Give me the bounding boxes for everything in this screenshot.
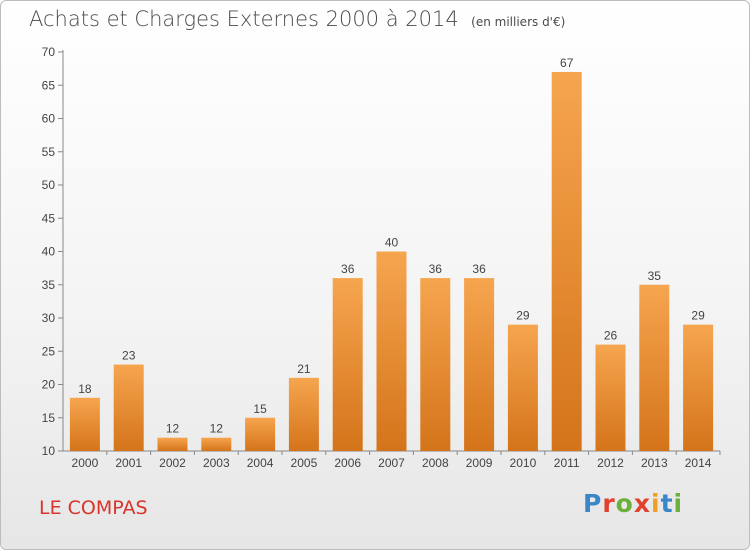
x-tick-label: 2007 [378, 456, 405, 470]
brand-letter: o [615, 489, 634, 518]
bar [201, 437, 232, 451]
x-tick-label: 2005 [291, 456, 318, 470]
x-tick-label: 2014 [685, 456, 712, 470]
chart-unit: (en milliers d'€) [471, 15, 566, 29]
x-tick-label: 2011 [554, 456, 580, 470]
y-tick-label: 60 [42, 112, 56, 126]
bar-value-label: 21 [297, 362, 311, 376]
bars: 18 23 12 12 15 21 36 40 36 36 29 67 26 35 29 [69, 56, 714, 451]
bar [683, 324, 714, 451]
bar-value-label: 36 [472, 262, 486, 276]
x-tick-label: 2008 [422, 456, 449, 470]
bar [332, 278, 363, 451]
y-tick-label: 25 [42, 344, 56, 358]
bar-value-label: 40 [385, 236, 399, 250]
bar [551, 71, 582, 451]
bar-value-label: 26 [604, 329, 618, 343]
x-tick-label: 2012 [597, 456, 624, 470]
axes: 10 15 20 25 30 35 40 45 50 55 60 65 70 2000 2001 2002 20… [42, 45, 721, 470]
commune-name: LE COMPAS [39, 497, 148, 519]
y-tick-label: 45 [42, 211, 56, 225]
bar-value-label: 29 [691, 309, 705, 323]
brand-letter: P [583, 489, 603, 518]
bar [464, 278, 495, 451]
bar-value-label: 23 [122, 349, 136, 363]
bar [157, 437, 188, 451]
bar [245, 417, 276, 451]
y-tick-label: 70 [42, 45, 56, 59]
y-tick-label: 30 [42, 311, 56, 325]
bar [69, 397, 100, 451]
y-tick-label: 65 [42, 78, 56, 92]
y-tick-label: 20 [42, 378, 56, 392]
x-tick-label: 2000 [72, 456, 99, 470]
y-tick-label: 40 [42, 245, 56, 259]
brand-logo: Proxiti [583, 489, 683, 518]
bar-value-label: 36 [429, 262, 443, 276]
bar [113, 364, 144, 451]
bar [595, 344, 626, 451]
brand-letter: i [673, 489, 684, 518]
brand-letter: t [660, 489, 674, 518]
x-tick-label: 2006 [334, 456, 361, 470]
bar-value-label: 35 [648, 269, 662, 283]
brand-letter: i [651, 489, 661, 518]
y-tick-label: 55 [42, 145, 56, 159]
bar [507, 324, 538, 451]
y-tick-label: 10 [42, 444, 56, 458]
brand-letter: x [633, 489, 651, 518]
bar [420, 278, 451, 451]
y-tick-label: 35 [42, 278, 56, 292]
bar-value-label: 36 [341, 262, 355, 276]
bar [639, 284, 670, 451]
x-tick-label: 2003 [203, 456, 230, 470]
bar-value-label: 12 [210, 422, 224, 436]
chart-title: Achats et Charges Externes 2000 à 2014 [29, 7, 459, 31]
bar [376, 251, 407, 451]
title-row: Achats et Charges Externes 2000 à 2014 (… [29, 7, 565, 31]
x-tick-label: 2001 [115, 456, 142, 470]
x-tick-label: 2009 [466, 456, 493, 470]
brand-letter: r [602, 489, 616, 518]
x-tick-label: 2004 [247, 456, 274, 470]
bar-value-label: 67 [560, 56, 574, 70]
x-tick-label: 2013 [641, 456, 668, 470]
y-tick-label: 50 [42, 178, 56, 192]
bar [288, 377, 319, 451]
x-tick-label: 2010 [510, 456, 537, 470]
x-tick-label: 2002 [159, 456, 186, 470]
y-tick-label: 15 [42, 411, 56, 425]
bar-value-label: 12 [166, 422, 180, 436]
bar-value-label: 29 [516, 309, 530, 323]
bar-value-label: 18 [78, 382, 92, 396]
bar-value-label: 15 [253, 402, 267, 416]
